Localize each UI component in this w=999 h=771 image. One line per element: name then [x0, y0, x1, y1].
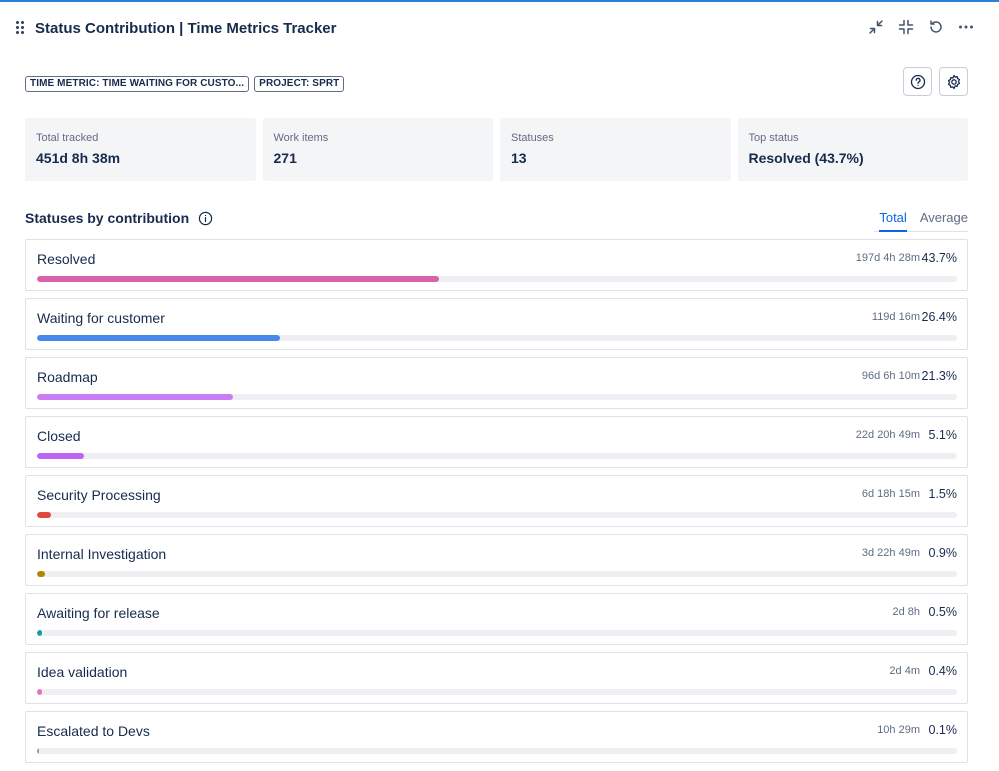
status-percent: 0.5%: [928, 605, 958, 619]
header-actions: [866, 16, 976, 38]
status-time: 22d 20h 49m: [855, 429, 920, 441]
status-row[interactable]: Escalated to Devs 10h 29m 0.1%: [25, 711, 968, 763]
status-percent: 26.4%: [921, 310, 957, 324]
status-time: 2d 4m: [889, 665, 920, 677]
status-time: 6d 18h 15m: [861, 488, 920, 500]
status-row[interactable]: Closed 22d 20h 49m 5.1%: [25, 416, 968, 468]
progress-fill: [37, 335, 280, 341]
stat-label: Top status: [748, 132, 799, 144]
summary-stats: Total tracked 451d 8h 38m Work items 271…: [25, 118, 968, 181]
progress-fill: [37, 689, 42, 695]
stat-label: Statuses: [511, 132, 554, 144]
status-row[interactable]: Internal Investigation 3d 22h 49m 0.9%: [25, 534, 968, 586]
tab-average[interactable]: Average: [919, 210, 968, 225]
status-name: Escalated to Devs: [37, 723, 150, 739]
status-row[interactable]: Awaiting for release 2d 8h 0.5%: [25, 593, 968, 645]
stat-statuses: Statuses 13: [500, 118, 731, 181]
stat-label: Total tracked: [36, 132, 99, 144]
status-list: Resolved 197d 4h 28m 43.7% Waiting for cust…: [25, 239, 968, 770]
panel-title: Status Contribution | Time Metrics Track…: [35, 19, 337, 37]
filter-tags: TIME METRIC: TIME WAITING FOR CUSTO... P…: [25, 76, 345, 92]
stat-value: Resolved (43.7%): [748, 150, 864, 166]
progress-track: [37, 335, 957, 341]
status-row[interactable]: Roadmap 96d 6h 10m 21.3%: [25, 357, 968, 409]
status-time: 2d 8h: [892, 606, 920, 618]
status-row[interactable]: Security Processing 6d 18h 15m 1.5%: [25, 475, 968, 527]
drag-handle-icon[interactable]: [16, 21, 26, 35]
progress-track: [37, 630, 957, 636]
progress-fill: [37, 748, 39, 754]
status-time: 10h 29m: [877, 724, 920, 736]
status-percent: 21.3%: [921, 369, 957, 383]
panel-header: Status Contribution | Time Metrics Track…: [16, 16, 986, 40]
progress-track: [37, 512, 957, 518]
progress-fill: [37, 571, 46, 577]
status-name: Waiting for customer: [37, 310, 165, 326]
stat-value: 13: [511, 150, 527, 166]
status-name: Roadmap: [37, 369, 98, 385]
stat-label: Work items: [273, 132, 329, 144]
info-icon[interactable]: [198, 211, 213, 226]
help-button[interactable]: [903, 67, 932, 96]
status-percent: 1.5%: [928, 487, 958, 501]
status-name: Security Processing: [37, 487, 161, 503]
settings-button[interactable]: [939, 67, 968, 96]
help-icon: [910, 74, 925, 89]
view-tabs: Total Average: [866, 210, 968, 232]
refresh-icon[interactable]: [926, 16, 946, 38]
status-percent: 5.1%: [928, 428, 958, 442]
project-tag[interactable]: PROJECT: SPRT: [254, 76, 345, 92]
status-percent: 43.7%: [921, 251, 957, 265]
tab-total[interactable]: Total: [879, 210, 907, 232]
collapse-icon[interactable]: [866, 16, 886, 38]
progress-fill: [37, 512, 51, 518]
status-percent: 0.4%: [928, 664, 958, 678]
progress-track: [37, 276, 957, 282]
progress-track: [37, 689, 957, 695]
progress-track: [37, 394, 957, 400]
progress-fill: [37, 276, 440, 282]
tabs-divider: [874, 231, 968, 232]
progress-fill: [37, 453, 84, 459]
section-heading: Statuses by contribution: [25, 210, 213, 226]
status-time: 3d 22h 49m: [861, 547, 920, 559]
progress-track: [37, 571, 957, 577]
stat-total-tracked: Total tracked 451d 8h 38m: [25, 118, 256, 181]
stat-work-items: Work items 271: [262, 118, 493, 181]
minimize-icon[interactable]: [896, 16, 916, 38]
stat-top-status: Top status Resolved (43.7%): [737, 118, 968, 181]
progress-fill: [37, 394, 233, 400]
status-name: Resolved: [37, 251, 96, 267]
status-time: 119d 16m: [871, 311, 920, 323]
status-percent: 0.1%: [928, 723, 958, 737]
status-time: 197d 4h 28m: [855, 252, 920, 264]
panel-top-border: [0, 0, 999, 2]
status-name: Idea validation: [37, 664, 128, 680]
progress-fill: [37, 630, 42, 636]
gear-icon: [947, 74, 960, 89]
status-name: Awaiting for release: [37, 605, 160, 621]
stat-value: 451d 8h 38m: [36, 150, 121, 166]
progress-track: [37, 748, 957, 754]
status-row[interactable]: Resolved 197d 4h 28m 43.7%: [25, 239, 968, 291]
status-row[interactable]: Idea validation 2d 4m 0.4%: [25, 652, 968, 704]
status-time: 96d 6h 10m: [861, 370, 920, 382]
stat-value: 271: [273, 150, 297, 166]
progress-track: [37, 453, 957, 459]
time-metric-tag[interactable]: TIME METRIC: TIME WAITING FOR CUSTO...: [25, 76, 250, 92]
status-percent: 0.9%: [928, 546, 958, 560]
status-name: Closed: [37, 428, 81, 444]
more-icon[interactable]: [956, 16, 976, 38]
status-name: Internal Investigation: [37, 546, 167, 562]
status-row[interactable]: Waiting for customer 119d 16m 26.4%: [25, 298, 968, 350]
section-title: Statuses by contribution: [25, 210, 190, 226]
